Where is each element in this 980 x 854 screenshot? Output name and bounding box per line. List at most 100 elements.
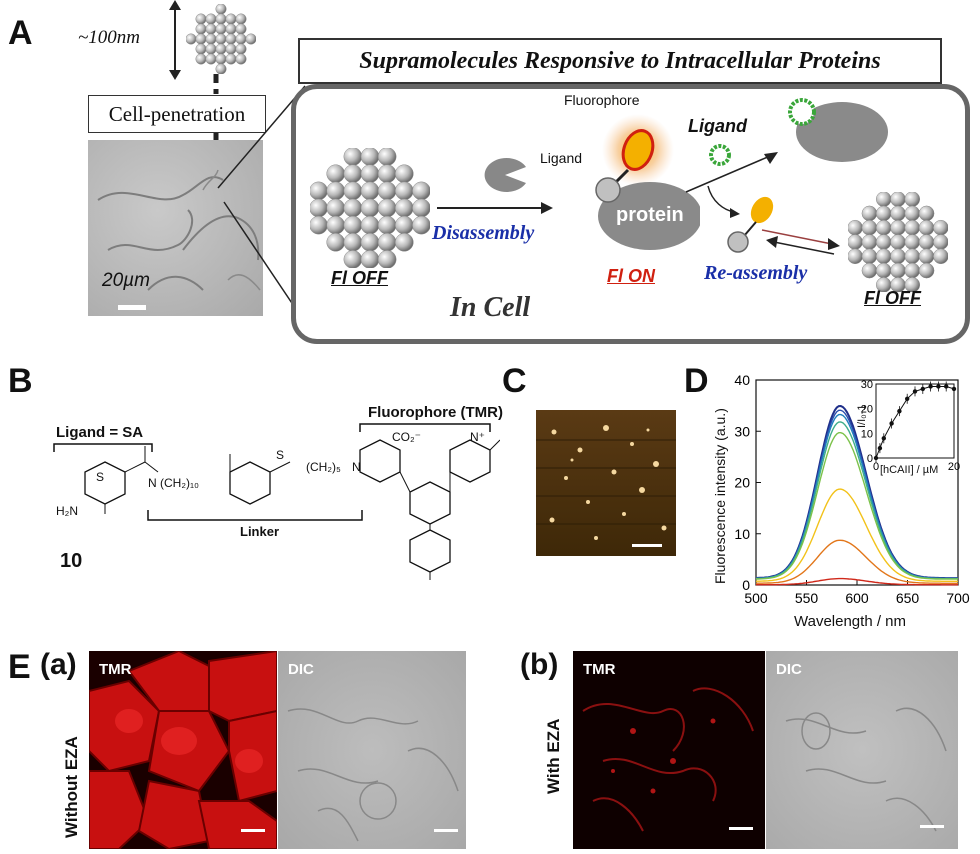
- nanoparticle-sphere: [904, 192, 921, 207]
- nanoparticle-sphere: [310, 215, 328, 235]
- nanoparticle-sphere: [848, 219, 863, 236]
- y-tick-label: 10: [734, 526, 750, 542]
- nanoparticle-sphere: [205, 43, 217, 55]
- nanoparticle-sphere: [360, 233, 380, 252]
- x-tick-label: 600: [845, 590, 869, 606]
- scale-label: 20µm: [102, 270, 150, 291]
- inset-point: [912, 389, 918, 394]
- nanoparticle-sphere: [215, 13, 227, 25]
- afm-particles: [536, 425, 676, 540]
- nanoparticle-sphere: [904, 248, 921, 265]
- nanoparticle-sphere: [890, 219, 906, 236]
- h2n-label: H₂N: [56, 504, 78, 518]
- dic-label-a: DIC: [288, 661, 314, 678]
- e-b-label: (b): [520, 648, 559, 681]
- nanoparticle-sphere: [918, 219, 935, 236]
- nanoparticle-sphere: [326, 164, 345, 183]
- panel-letter-e: E: [8, 648, 31, 686]
- nanoparticle-sphere: [235, 43, 247, 55]
- nanoparticle-sphere: [326, 198, 345, 218]
- x-tick-label: 500: [744, 590, 768, 606]
- nanoparticle-sphere: [235, 33, 247, 45]
- fluorophore-tmr-label: Fluorophore (TMR): [368, 404, 503, 421]
- nanoparticle-right-icon: [848, 192, 948, 292]
- nanoparticle-sphere: [343, 250, 363, 268]
- nanoparticle-small-icon: [186, 4, 256, 74]
- inset-point: [936, 384, 941, 389]
- afm-image: [536, 410, 676, 556]
- linker-label: Linker: [240, 524, 280, 539]
- nanoparticle-sphere: [861, 219, 878, 236]
- panel-a-title: Supramolecules Responsive to Intracellul…: [298, 38, 942, 84]
- nanoparticle-sphere: [395, 198, 414, 218]
- nanoparticle-sphere: [848, 248, 863, 265]
- inset-xlabel: [hCAII] / µM: [880, 464, 939, 476]
- nanoparticle-sphere: [377, 233, 397, 252]
- inset-point: [889, 421, 894, 426]
- inset-point: [928, 384, 933, 389]
- nanoparticle-sphere: [395, 215, 414, 235]
- nanoparticle-sphere: [904, 234, 921, 250]
- panel-letter-d: D: [684, 362, 709, 400]
- nanoparticle-sphere: [205, 13, 217, 25]
- spectrum-series-7: [756, 577, 958, 586]
- panel-letter-a: A: [8, 14, 33, 52]
- nanoparticle-sphere: [890, 234, 906, 250]
- sulfur-1-label: S: [96, 470, 105, 484]
- nanoparticle-sphere: [360, 148, 380, 166]
- inset-point: [897, 408, 902, 414]
- nanoparticle-sphere: [904, 205, 921, 222]
- nanoparticle-sphere: [395, 233, 414, 252]
- carboxylate-label: CO₂⁻: [392, 430, 421, 444]
- nanoparticle-sphere: [861, 248, 878, 265]
- nanoparticle-sphere: [875, 248, 892, 265]
- spectrum-series-4: [756, 432, 958, 580]
- inset-point: [881, 436, 886, 441]
- y-tick-label: 20: [734, 475, 750, 491]
- nanoparticle-sphere: [343, 181, 363, 201]
- nanoparticle-sphere: [360, 215, 380, 235]
- nanoparticle-sphere: [377, 164, 397, 183]
- nanoparticle-sphere: [360, 181, 380, 201]
- iminium-label: N⁺: [470, 430, 485, 444]
- inset-point: [944, 384, 949, 389]
- nanoparticle-sphere: [875, 234, 892, 250]
- fluorescence-spectrum-chart: 500 550 600 650 700 0 10 20 30 40 0 20 0 10 20 30: [734, 372, 969, 606]
- chart-xlabel: Wavelength / nm: [794, 613, 906, 630]
- nanoparticle-sphere: [205, 23, 217, 35]
- nanoparticle-sphere: [933, 219, 948, 236]
- nanoparticle-sphere: [360, 250, 380, 268]
- nanoparticle-sphere: [215, 23, 227, 35]
- nanoparticle-sphere: [205, 33, 217, 45]
- nanoparticle-sphere: [326, 215, 345, 235]
- nanoparticle-sphere: [412, 198, 430, 218]
- spectrum-series-5: [756, 488, 958, 582]
- nanoparticle-sphere: [918, 248, 935, 265]
- chemical-structure: [53, 423, 500, 580]
- nitrogen-2-label: N: [352, 460, 361, 474]
- size-arrow-icon: [169, 0, 181, 80]
- nanoparticle-sphere: [890, 192, 906, 207]
- tmr-image-a: TMR: [89, 651, 277, 849]
- inset-point: [920, 386, 925, 392]
- inset-point: [905, 396, 910, 401]
- nanoparticle-sphere: [326, 181, 345, 201]
- scale-bar: [118, 305, 146, 310]
- tmr-cells-b: [582, 687, 754, 832]
- chain-1-label: (CH₂)₁₀: [160, 476, 200, 490]
- inset-point: [951, 386, 957, 392]
- spectrum-series-6: [756, 539, 958, 584]
- equilibrium-arrows-icon: [761, 229, 840, 255]
- cell-penetration-label: Cell-penetration: [88, 95, 266, 133]
- nanoparticle-sphere: [225, 23, 237, 35]
- nanoparticle-sphere: [861, 262, 878, 279]
- nanoparticle-sphere: [310, 181, 328, 201]
- fl-off-right-label: Fl OFF: [864, 288, 921, 308]
- without-eza-label: Without EZA: [62, 736, 81, 838]
- y-tick-label: 40: [734, 372, 750, 388]
- free-ligand-icon: [709, 144, 731, 166]
- in-cell-label: In Cell: [450, 292, 531, 323]
- nanoparticle-sphere: [343, 164, 363, 183]
- nanoparticle-sphere: [360, 198, 380, 218]
- nanoparticle-sphere: [215, 33, 227, 45]
